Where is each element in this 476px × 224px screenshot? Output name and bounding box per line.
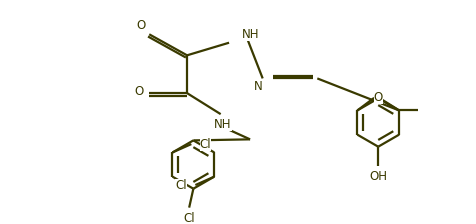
Text: O: O <box>134 84 143 97</box>
Text: Cl: Cl <box>200 138 211 151</box>
Text: NH: NH <box>242 28 259 41</box>
Text: O: O <box>374 91 383 104</box>
Text: Cl: Cl <box>175 179 187 192</box>
Text: NH: NH <box>214 118 231 131</box>
Text: Cl: Cl <box>183 212 195 224</box>
Text: OH: OH <box>369 170 387 183</box>
Text: O: O <box>136 19 146 32</box>
Text: N: N <box>254 80 263 93</box>
